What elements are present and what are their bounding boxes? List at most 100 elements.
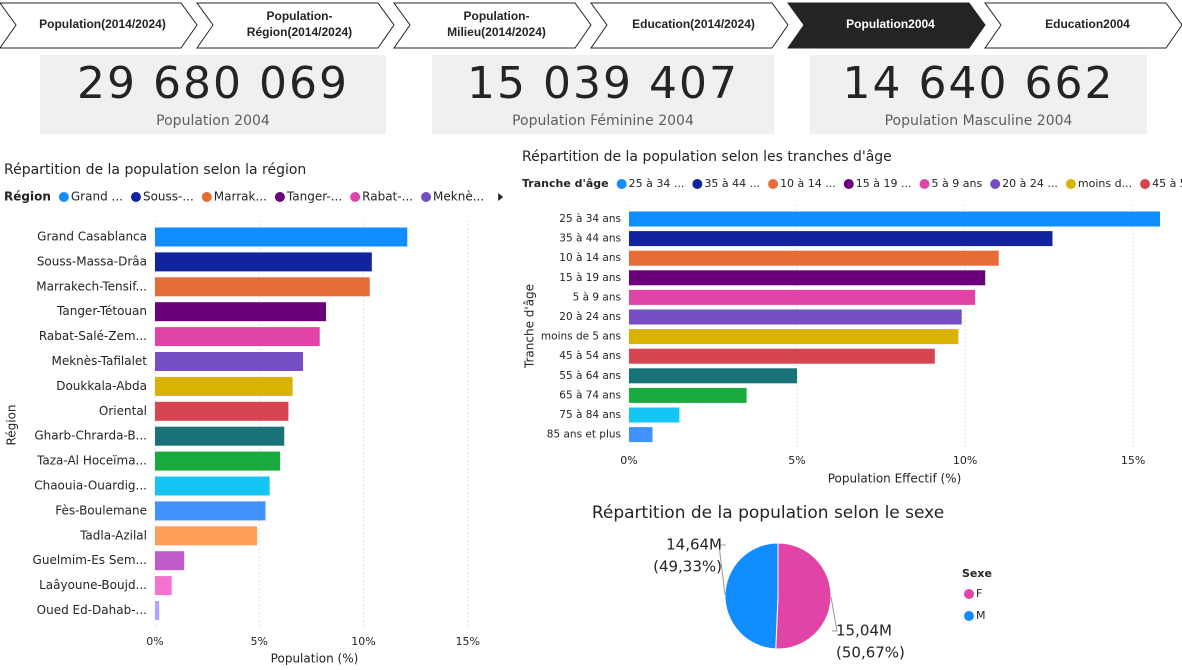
tab-label: Région(2014/2024)	[247, 25, 352, 39]
tab-label: Population-	[267, 9, 333, 23]
y-tick-label: Oriental	[99, 404, 147, 418]
bar	[629, 348, 935, 364]
kpi-card	[810, 55, 1147, 134]
legend-swatch	[130, 192, 141, 202]
x-tick-label: 5%	[251, 635, 268, 648]
chart-title: Répartition de la population selon le se…	[592, 503, 944, 523]
legend-swatch	[843, 179, 854, 189]
legend-swatch	[964, 611, 974, 621]
legend-item: Souss-...	[143, 190, 194, 204]
data-label: 14,64M	[666, 536, 722, 554]
legend-swatch	[421, 192, 432, 202]
nav-tab[interactable]: Population(2014/2024)	[0, 2, 198, 49]
legend-item: 35 à 44 ...	[704, 177, 760, 190]
tab-label: Population2004	[846, 17, 935, 31]
bar	[155, 401, 289, 421]
bar	[155, 327, 320, 347]
y-tick-label: Tanger-Tétouan	[56, 304, 147, 318]
bar	[155, 501, 266, 521]
nav-tab[interactable]: Education(2014/2024)	[590, 2, 789, 49]
legend-item: 25 à 34 ...	[629, 177, 685, 190]
kpi-label: Population Masculine 2004	[885, 113, 1073, 129]
y-tick-label: Doukkala-Abda	[56, 379, 147, 393]
pie-slice	[775, 542, 832, 650]
legend-swatch	[616, 179, 627, 189]
x-tick-label: 10%	[351, 635, 375, 648]
legend-title: Région	[4, 190, 51, 204]
y-tick-label: 10 à 14 ans	[559, 252, 621, 264]
percent-label: (49,33%)	[653, 558, 722, 576]
data-label: 15,04M	[836, 622, 892, 640]
nav-tab[interactable]: Population- Milieu(2014/2024)	[393, 2, 592, 49]
nav-tab[interactable]: Population2004	[787, 2, 986, 49]
nav-tab[interactable]: Education2004	[984, 2, 1182, 49]
kpi-value: 29 680 069	[77, 58, 349, 109]
legend-title: Sexe	[962, 567, 992, 580]
legend-swatch	[350, 192, 361, 202]
y-tick-label: Grand Casablanca	[37, 230, 147, 244]
bar	[629, 270, 986, 286]
y-tick-label: 20 à 24 ans	[559, 311, 621, 323]
legend-swatch	[274, 192, 285, 202]
x-tick-label: 0%	[146, 635, 163, 648]
legend-item: Tanger-...	[286, 190, 342, 204]
legend-title: Tranche d'âge	[522, 177, 609, 190]
bar	[629, 427, 653, 443]
tab-shape	[984, 2, 1182, 49]
bar	[629, 309, 962, 325]
y-tick-label: Tadla-Azilal	[79, 528, 147, 542]
y-tick-label: Rabat-Salé-Zem...	[39, 329, 147, 343]
legend-swatch	[1140, 179, 1151, 189]
x-axis-title: Population (%)	[271, 652, 359, 666]
legend-item: 10 à 14 ...	[780, 177, 836, 190]
chart-title: Répartition de la population selon les t…	[522, 149, 892, 165]
y-axis-title: Tranche d'âge	[523, 284, 537, 369]
legend-item: 15 à 19 ...	[856, 177, 912, 190]
bar	[155, 551, 185, 571]
legend-next[interactable]	[498, 193, 504, 201]
chart-title: Répartition de la population selon la ré…	[4, 162, 306, 178]
y-tick-label: 55 à 64 ans	[559, 370, 621, 382]
leader-line	[718, 544, 726, 595]
legend-item: 20 à 24 ...	[1002, 177, 1058, 190]
y-tick-label: 65 à 74 ans	[559, 389, 621, 401]
x-axis-title: Population Effectif (%)	[828, 472, 962, 486]
nav-tab[interactable]: Population- Région(2014/2024)	[196, 2, 395, 49]
bar	[155, 576, 172, 596]
y-tick-label: 75 à 84 ans	[559, 409, 621, 421]
bar	[155, 227, 408, 247]
legend-swatch	[919, 179, 930, 189]
y-tick-label: Marrakech-Tensif...	[36, 279, 147, 293]
tab-label: Milieu(2014/2024)	[447, 25, 546, 39]
x-tick-label: 0%	[620, 454, 637, 467]
legend-swatch	[768, 179, 779, 189]
bar	[155, 426, 285, 446]
percent-label: (50,67%)	[836, 644, 905, 662]
bar	[155, 526, 258, 546]
tab-label: Education2004	[1045, 17, 1130, 31]
bar	[155, 451, 281, 471]
tab-shape	[590, 2, 789, 49]
x-tick-label: 15%	[456, 635, 480, 648]
kpi-card	[40, 55, 386, 134]
bar	[629, 250, 999, 266]
leader-line	[830, 597, 838, 632]
bar	[155, 601, 160, 620]
y-tick-label: 25 à 34 ans	[559, 213, 621, 225]
legend-item: Meknè...	[433, 190, 484, 204]
bar	[629, 387, 747, 403]
bar	[155, 302, 326, 322]
y-tick-label: Fès-Boulemane	[55, 503, 147, 517]
legend-item: moins d...	[1078, 177, 1132, 190]
pie-slice	[724, 542, 779, 650]
bar	[155, 476, 270, 496]
bar	[629, 368, 798, 384]
kpi-value: 15 039 407	[467, 58, 739, 109]
tab-label: Population(2014/2024)	[39, 17, 166, 31]
legend-item: 45 à 54 ...	[1152, 177, 1182, 190]
legend-item: M	[976, 609, 986, 622]
x-tick-label: 5%	[788, 454, 805, 467]
legend-item: Grand ...	[71, 190, 123, 204]
legend-swatch	[58, 192, 69, 202]
